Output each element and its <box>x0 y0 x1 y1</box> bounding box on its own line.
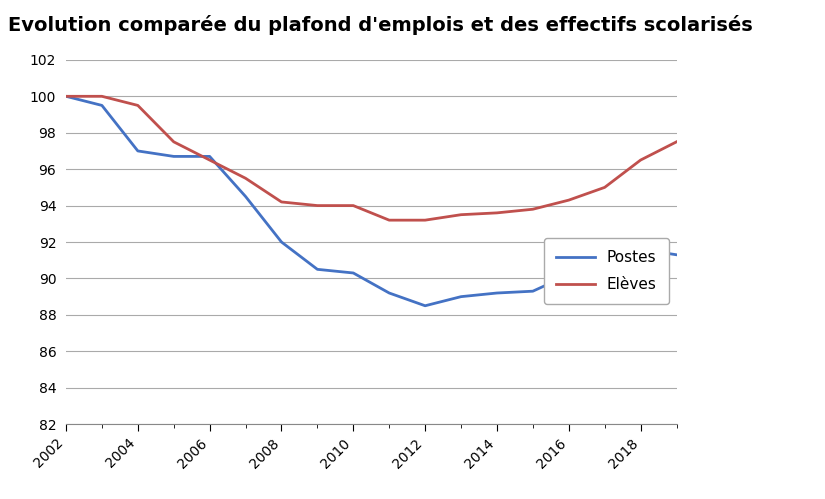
Elèves <box>205 157 214 163</box>
Postes <box>276 239 286 245</box>
Postes <box>97 102 107 108</box>
Postes <box>635 247 645 252</box>
Elèves <box>97 93 107 99</box>
Postes <box>420 303 430 309</box>
Elèves <box>528 206 538 212</box>
Postes <box>456 294 466 300</box>
Elèves <box>276 199 286 205</box>
Line: Postes: Postes <box>66 96 676 306</box>
Elèves <box>456 212 466 218</box>
Legend: Postes, Elèves: Postes, Elèves <box>544 238 669 304</box>
Elèves <box>313 203 323 209</box>
Postes <box>348 270 358 276</box>
Postes <box>241 194 251 200</box>
Postes <box>563 272 573 278</box>
Elèves <box>563 197 573 203</box>
Postes <box>672 252 681 258</box>
Text: Evolution comparée du plafond d'emplois et des effectifs scolarisés: Evolution comparée du plafond d'emplois … <box>8 15 753 35</box>
Elèves <box>420 217 430 223</box>
Elèves <box>133 102 143 108</box>
Postes <box>205 153 214 159</box>
Postes <box>528 288 538 294</box>
Postes <box>492 290 502 296</box>
Postes <box>313 266 323 272</box>
Postes <box>133 148 143 154</box>
Postes <box>384 290 394 296</box>
Elèves <box>672 139 681 145</box>
Elèves <box>635 157 645 163</box>
Elèves <box>61 93 71 99</box>
Elèves <box>241 175 251 181</box>
Elèves <box>169 139 179 145</box>
Elèves <box>492 210 502 216</box>
Postes <box>169 153 179 159</box>
Postes <box>61 93 71 99</box>
Line: Elèves: Elèves <box>66 96 676 220</box>
Elèves <box>384 217 394 223</box>
Elèves <box>600 185 610 191</box>
Elèves <box>348 203 358 209</box>
Postes <box>600 270 610 276</box>
